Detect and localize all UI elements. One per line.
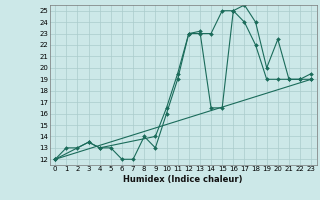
X-axis label: Humidex (Indice chaleur): Humidex (Indice chaleur) bbox=[124, 175, 243, 184]
